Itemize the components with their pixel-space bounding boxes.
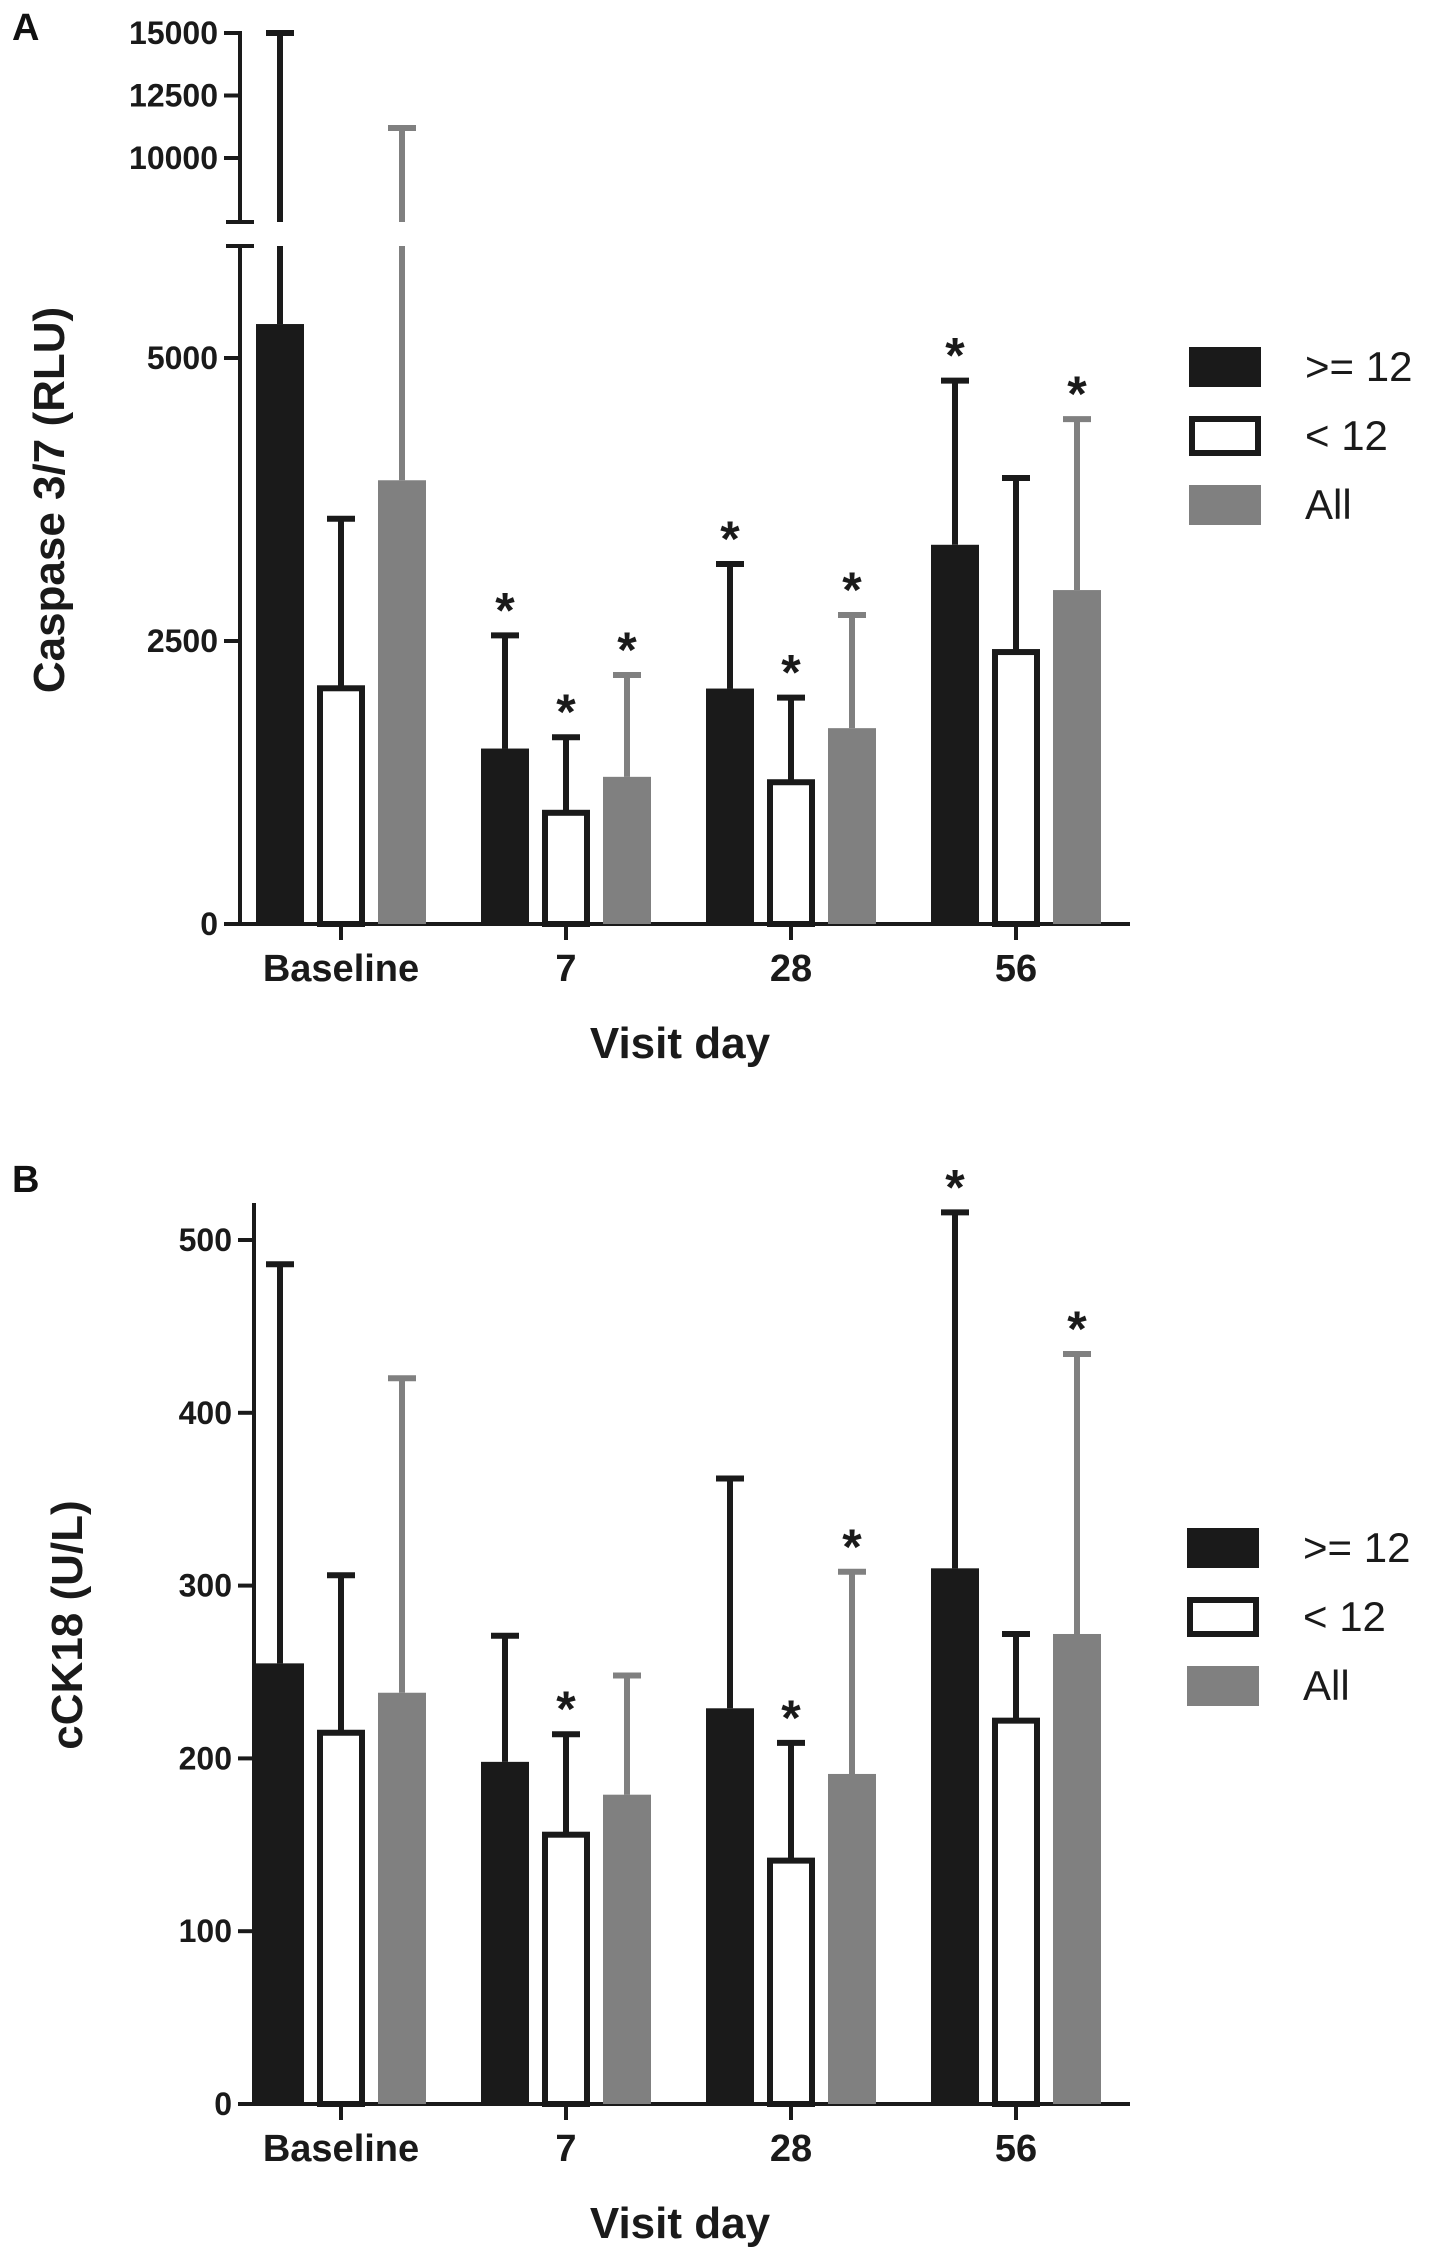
panel-a-bar-56-all: [1053, 590, 1101, 924]
panel-b-bar-baseline-all: [378, 1692, 426, 2104]
panel-a-y-tick-label-12500: 12500: [129, 78, 218, 114]
panel-a-bar-7-lt12-significance-star: *: [556, 684, 576, 740]
panel-b: B cCK18 (U/L) Visit day 0 100 200 300 400 500…: [12, 1159, 1410, 2248]
panel-a-y-tick-label-0: 0: [200, 906, 218, 942]
panel-a-category-label-7: 7: [555, 948, 576, 990]
panel-a-legend-lt12-label: < 12: [1305, 412, 1388, 459]
panel-b-bar-56-ge12: [931, 1568, 979, 2104]
panel-a-category-labels: Baseline 7 28 56: [263, 924, 1037, 990]
panel-b-bar-56-lt12: [992, 1717, 1040, 2107]
panel-a-y-ticks: 0 2500 5000 10000 12500 15000: [129, 15, 240, 942]
panel-a-bar-56-all-significance-star: *: [1067, 366, 1087, 422]
panel-a-bars: * * * * * * * *: [256, 30, 1101, 928]
panel-b-category-label-28: 28: [770, 2128, 812, 2170]
panel-b-legend: >= 12 < 12 All: [1187, 1524, 1410, 1709]
panel-a-bar-56-ge12-significance-star: *: [945, 328, 965, 384]
panel-a-category-label-56: 56: [995, 948, 1037, 990]
panel-a: A Caspase 3/7 (RLU) Visit day 0 2500 5000 1…: [12, 7, 1412, 1068]
panel-a-bar-7-ge12-significance-star: *: [495, 582, 515, 638]
panel-b-y-tick-label-500: 500: [179, 1222, 232, 1258]
panel-a-legend-ge12-swatch: [1189, 347, 1261, 387]
panel-a-bar-7-ge12: [481, 748, 529, 924]
panel-a-legend: >= 12 < 12 All: [1189, 343, 1412, 528]
panel-a-y-tick-label-5000: 5000: [147, 340, 218, 376]
panel-b-bar-baseline-lt12: [317, 1729, 365, 2107]
panel-b-y-ticks: 0 100 200 300 400 500: [179, 1222, 254, 2122]
panel-b-category-label-baseline: Baseline: [263, 2128, 419, 2170]
panel-a-x-axis-title: Visit day: [590, 1019, 771, 1068]
panel-a-bar-baseline-ge12: [256, 324, 304, 924]
panel-b-legend-all-swatch: [1187, 1666, 1259, 1706]
panel-b-bar-56-ge12-significance-star: *: [945, 1159, 965, 1215]
panel-a-bar-baseline-all: [378, 480, 426, 924]
panel-a-category-label-baseline: Baseline: [263, 948, 419, 990]
panel-b-y-tick-label-0: 0: [214, 2086, 232, 2122]
panel-b-legend-all-label: All: [1303, 1662, 1350, 1709]
panel-a-bar-56-ge12: [931, 544, 979, 924]
panel-b-y-tick-label-100: 100: [179, 1913, 232, 1949]
panel-a-y-tick-label-10000: 10000: [129, 140, 218, 176]
panel-b-bar-baseline-ge12: [256, 1663, 304, 2104]
panel-a-bar-7-lt12: [542, 809, 590, 927]
panel-b-legend-lt12-label: < 12: [1303, 1593, 1386, 1640]
panel-b-bar-28-all: [828, 1773, 876, 2104]
panel-a-bar-7-all: [603, 776, 651, 924]
panel-b-y-axis-title: cCK18 (U/L): [43, 1500, 92, 1749]
panel-a-bar-56-lt12: [992, 649, 1040, 928]
panel-a-bar-28-ge12-significance-star: *: [720, 511, 740, 567]
panel-a-bar-28-all-significance-star: *: [842, 562, 862, 618]
panel-b-bar-7-lt12-significance-star: *: [556, 1681, 576, 1737]
panel-b-legend-ge12-swatch: [1187, 1528, 1259, 1568]
panel-b-y-tick-label-400: 400: [179, 1395, 232, 1431]
panel-b-bar-28-lt12: [767, 1857, 815, 2108]
panel-a-bar-baseline-lt12: [317, 685, 365, 928]
panel-b-bar-28-lt12-significance-star: *: [781, 1690, 801, 1746]
panel-a-bar-28-ge12: [706, 688, 754, 924]
panel-a-legend-all-label: All: [1305, 481, 1352, 528]
panel-b-category-labels: Baseline 7 28 56: [263, 2104, 1037, 2170]
panel-a-letter: A: [12, 7, 39, 49]
panel-b-y-tick-label-300: 300: [179, 1568, 232, 1604]
panel-a-bar-28-all: [828, 728, 876, 924]
panel-a-y-tick-label-2500: 2500: [147, 623, 218, 659]
panel-a-bar-28-lt12-significance-star: *: [781, 645, 801, 701]
panel-a-legend-ge12-label: >= 12: [1305, 343, 1412, 390]
panel-b-y-tick-label-200: 200: [179, 1740, 232, 1776]
panel-a-category-label-28: 28: [770, 948, 812, 990]
panel-b-legend-lt12-swatch: [1187, 1597, 1259, 1637]
panel-b-bar-7-ge12: [481, 1761, 529, 2104]
panel-b-bars: * * * * *: [256, 1159, 1101, 2108]
panel-b-bar-56-all-significance-star: *: [1067, 1301, 1087, 1357]
panel-b-bar-56-all: [1053, 1633, 1101, 2104]
panel-a-bar-28-lt12: [767, 779, 815, 928]
panel-b-bar-28-all-significance-star: *: [842, 1519, 862, 1575]
panel-a-y-tick-label-15000: 15000: [129, 15, 218, 51]
panel-a-bar-7-all-significance-star: *: [617, 622, 637, 678]
panel-b-bar-28-ge12: [706, 1708, 754, 2104]
panel-a-legend-all-swatch: [1189, 485, 1261, 525]
panel-b-bar-7-lt12: [542, 1831, 590, 2107]
panel-b-x-axis-title: Visit day: [590, 2199, 771, 2248]
panel-b-category-label-56: 56: [995, 2128, 1037, 2170]
panel-b-legend-ge12-label: >= 12: [1303, 1524, 1410, 1571]
panel-b-letter: B: [12, 1159, 39, 1201]
panel-b-bar-7-all: [603, 1794, 651, 2104]
panel-a-y-axis-title: Caspase 3/7 (RLU): [25, 307, 74, 693]
panel-b-category-label-7: 7: [555, 2128, 576, 2170]
panel-a-legend-lt12-swatch: [1189, 416, 1261, 456]
